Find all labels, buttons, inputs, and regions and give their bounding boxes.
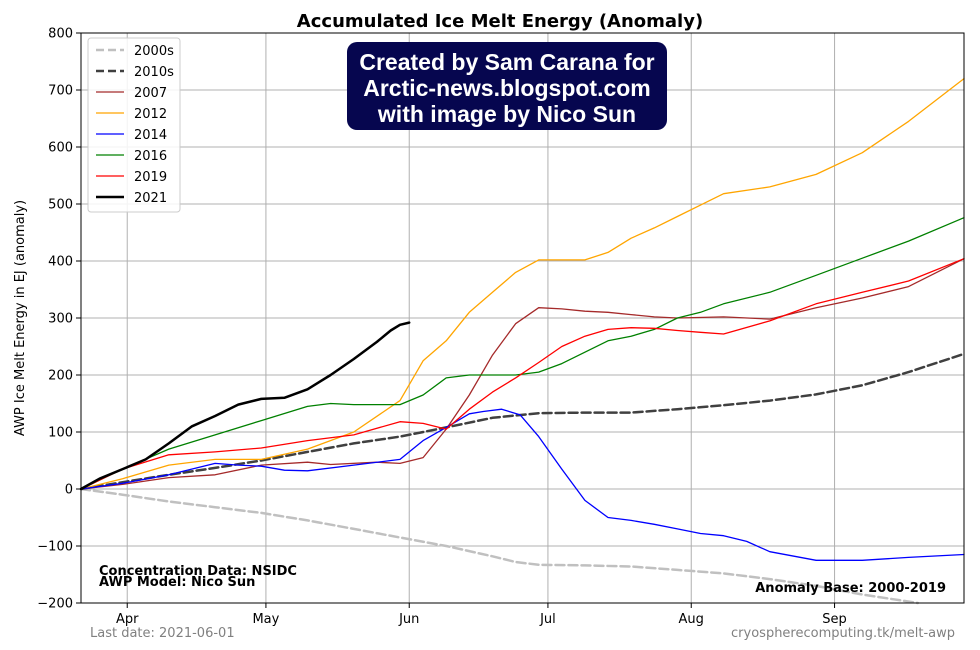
legend-label-2021: 2021	[134, 191, 167, 206]
series-line-2021	[79, 321, 411, 491]
series-line-2019	[80, 258, 965, 490]
x-tick-label: Aug	[679, 612, 704, 627]
credit-banner: Created by Sam Carana for Arctic-news.bl…	[347, 42, 667, 130]
legend: 2000s 2010s 2007 2012 2014 2016 2019 2021	[87, 37, 181, 213]
chart-title: Accumulated Ice Melt Energy (Anomaly)	[297, 11, 703, 32]
y-tick-label: 400	[48, 255, 73, 270]
series-line-2012	[80, 77, 965, 490]
y-axis-label: AWP Ice Melt Energy in EJ (anomaly)	[13, 200, 28, 436]
legend-label-2012: 2012	[134, 107, 167, 122]
source-url-footer: cryospherecomputing.tk/melt-awp	[731, 626, 955, 641]
x-tick-label: Sep	[822, 612, 847, 627]
legend-label-2019: 2019	[134, 170, 167, 185]
credit-line-1: Created by Sam Carana for	[359, 49, 655, 75]
y-tick-label: 0	[65, 483, 73, 498]
anomaly-base-note: Anomaly Base: 2000-2019	[755, 581, 946, 596]
y-tick-label: 600	[48, 141, 73, 156]
series-line-2014	[80, 408, 965, 561]
y-tick-label: 800	[48, 27, 73, 42]
y-tick-label: −100	[37, 540, 73, 555]
y-tick-label: −200	[37, 597, 73, 612]
x-tick-label: Apr	[116, 612, 139, 627]
y-tick-label: 500	[48, 198, 73, 213]
y-axis: −200 −100 0 100 200 300 400 500 600 700 800	[37, 27, 81, 612]
y-tick-label: 100	[48, 426, 73, 441]
series-line-2007	[80, 258, 965, 490]
series-line-2016	[80, 217, 965, 490]
series-line-2000s	[79, 487, 920, 605]
series-line-2010s	[79, 352, 966, 491]
legend-label-2007: 2007	[134, 86, 167, 101]
legend-label-2014: 2014	[134, 128, 167, 143]
legend-label-2010s: 2010s	[134, 65, 174, 80]
credit-line-3: with image by Nico Sun	[377, 101, 637, 127]
legend-box	[87, 37, 181, 213]
data-source-note: Concentration Data: NSIDC	[99, 564, 297, 579]
last-date-footer: Last date: 2021-06-01	[90, 626, 235, 641]
x-tick-label: Jun	[398, 612, 419, 627]
series-layer	[79, 77, 966, 605]
model-note: AWP Model: Nico Sun	[99, 575, 255, 590]
x-tick-label: Jul	[539, 612, 556, 627]
legend-label-2000s: 2000s	[134, 44, 174, 59]
legend-label-2016: 2016	[134, 149, 167, 164]
y-tick-label: 200	[48, 369, 73, 384]
x-axis: Apr May Jun Jul Aug Sep	[116, 603, 847, 627]
x-tick-label: May	[252, 612, 279, 627]
y-tick-label: 300	[48, 312, 73, 327]
y-tick-label: 700	[48, 84, 73, 99]
credit-line-2: Arctic-news.blogspot.com	[363, 75, 651, 101]
